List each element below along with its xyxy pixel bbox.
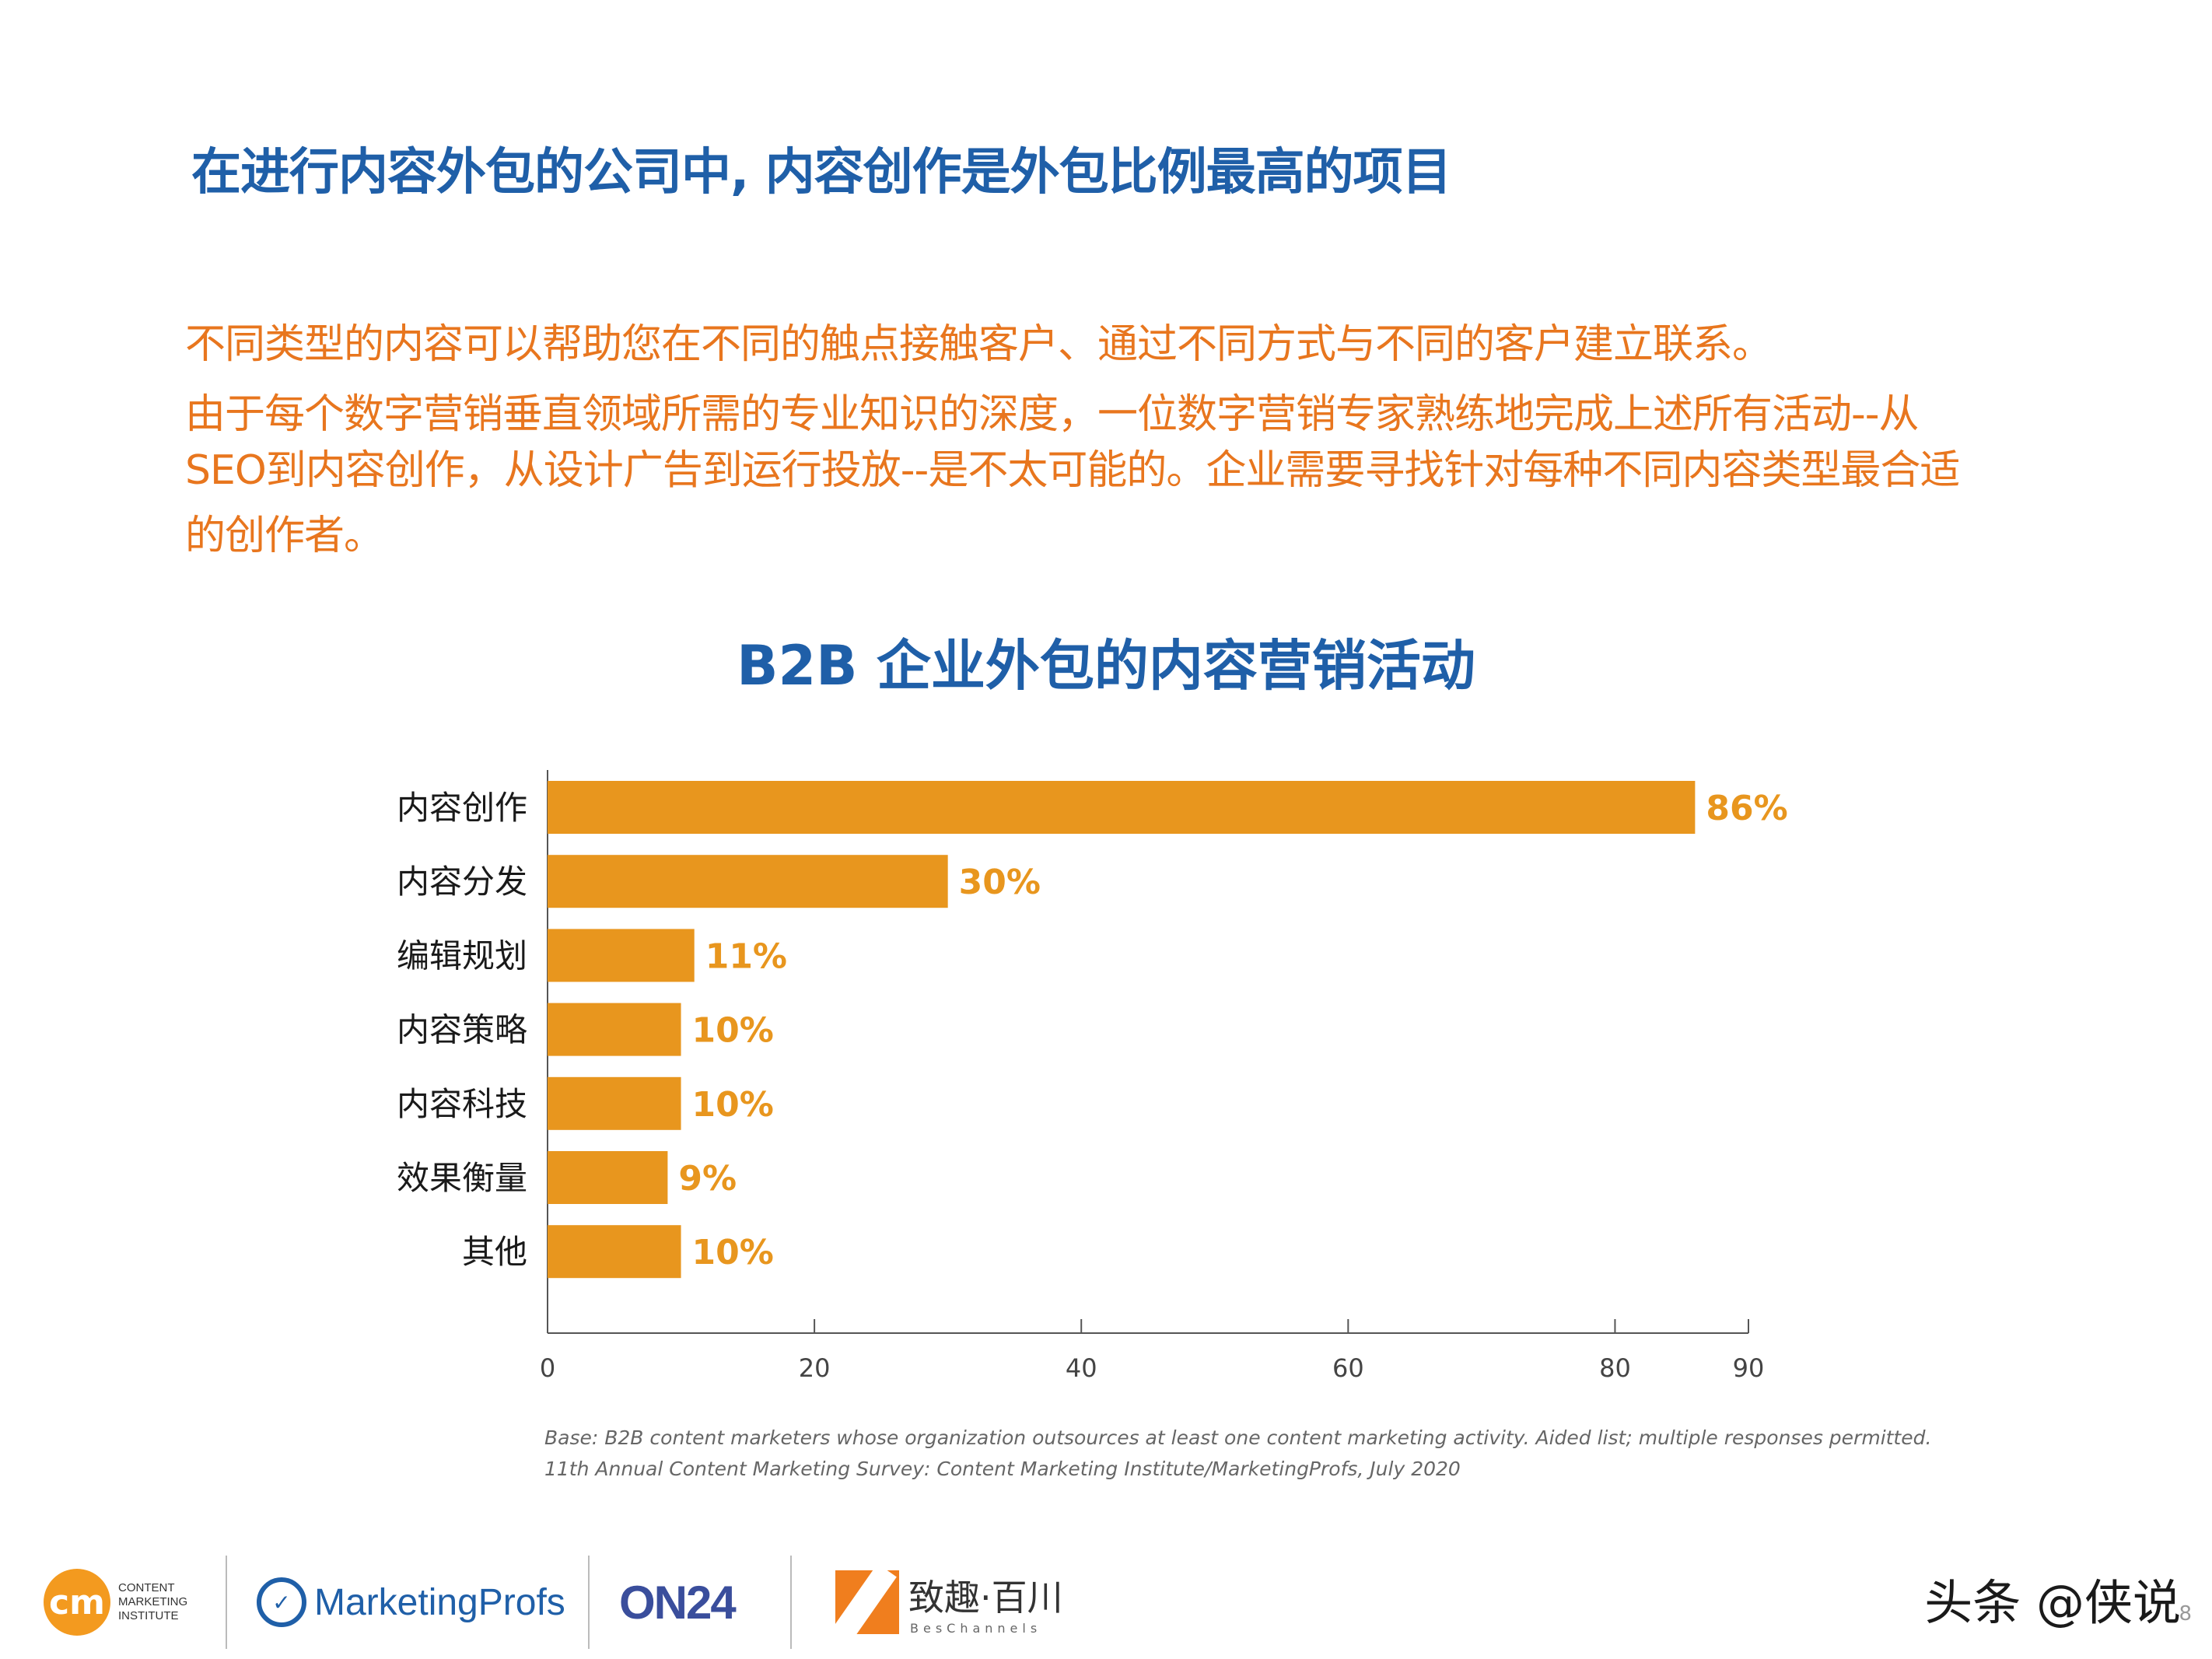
category-label: 内容分发: [397, 863, 527, 901]
marketingprofs-icon: ✓: [257, 1577, 306, 1627]
page-number: 8: [2179, 1602, 2192, 1626]
value-label: 11%: [705, 936, 787, 976]
x-tick-label: 0: [540, 1353, 555, 1383]
chart-title: B2B 企业外包的内容营销活动: [737, 634, 1475, 698]
logo-divider: [790, 1556, 792, 1649]
cmi-logo-text: CONTENT MARKETING INSTITUTE: [118, 1581, 188, 1622]
cmi-logo: cm CONTENT MARKETING INSTITUTE: [44, 1548, 187, 1657]
logo-divider: [588, 1556, 590, 1649]
page-headline: 在进行内容外包的公司中, 内容创作是外包比例最高的项目: [191, 144, 1452, 201]
value-label: 10%: [692, 1085, 774, 1125]
bar: [548, 929, 695, 982]
on24-text: ON24: [619, 1576, 737, 1629]
category-label: 内容创作: [397, 789, 527, 827]
bar: [548, 1225, 681, 1279]
marketingprofs-logo: ✓ MarketingProfs: [257, 1548, 565, 1657]
x-tick-label: 40: [1066, 1353, 1097, 1383]
body-line-4: 的创作者。: [185, 513, 384, 559]
beschannels-icon: [835, 1570, 899, 1634]
body-line-2: 由于每个数字营销垂直领域所需的专业知识的深度，一位数字营销专家熟练地完成上述所有…: [185, 391, 1920, 438]
x-tick-label: 80: [1599, 1353, 1631, 1383]
value-label: 10%: [692, 1011, 774, 1051]
bar: [548, 855, 948, 908]
value-label: 10%: [692, 1233, 774, 1272]
value-label: 9%: [678, 1159, 737, 1199]
bar: [548, 781, 1696, 834]
chart-note-base: Base: B2B content marketers whose organi…: [544, 1426, 1932, 1449]
category-label: 编辑规划: [397, 936, 527, 975]
bar: [548, 1151, 668, 1204]
body-line-3: SEO到内容创作，从设计广告到运行投放--是不太可能的。企业需要寻找针对每种不同…: [185, 447, 1960, 494]
footer-logos: cm CONTENT MARKETING INSTITUTE ✓ Marketi…: [39, 1548, 1112, 1657]
beschannels-logo: 致趣·百川 BesChannels: [835, 1548, 1063, 1657]
on24-logo: ON24: [619, 1548, 737, 1657]
bar: [548, 1076, 681, 1130]
category-label: 内容科技: [397, 1085, 527, 1123]
marketingprofs-text: MarketingProfs: [314, 1581, 565, 1623]
x-tick-label: 20: [799, 1353, 831, 1383]
x-tick-label: 60: [1332, 1353, 1364, 1383]
value-label: 30%: [959, 863, 1041, 902]
category-label: 效果衡量: [397, 1159, 527, 1197]
logo-divider: [226, 1556, 227, 1649]
beschannels-text: 致趣·百川 BesChannels: [908, 1576, 1063, 1636]
category-label: 其他: [462, 1233, 527, 1271]
cmi-logo-icon: cm: [44, 1569, 110, 1636]
x-tick-label: 90: [1733, 1353, 1765, 1383]
category-label: 内容策略: [397, 1011, 527, 1049]
bar: [548, 1003, 681, 1056]
watermark: 头条 @侠说: [1924, 1574, 2181, 1631]
body-line-1: 不同类型的内容可以帮助您在不同的触点接触客户、通过不同方式与不同的客户建立联系。: [185, 321, 1773, 368]
chart-note-source: 11th Annual Content Marketing Survey: Co…: [544, 1458, 1461, 1480]
value-label: 86%: [1706, 789, 1787, 828]
